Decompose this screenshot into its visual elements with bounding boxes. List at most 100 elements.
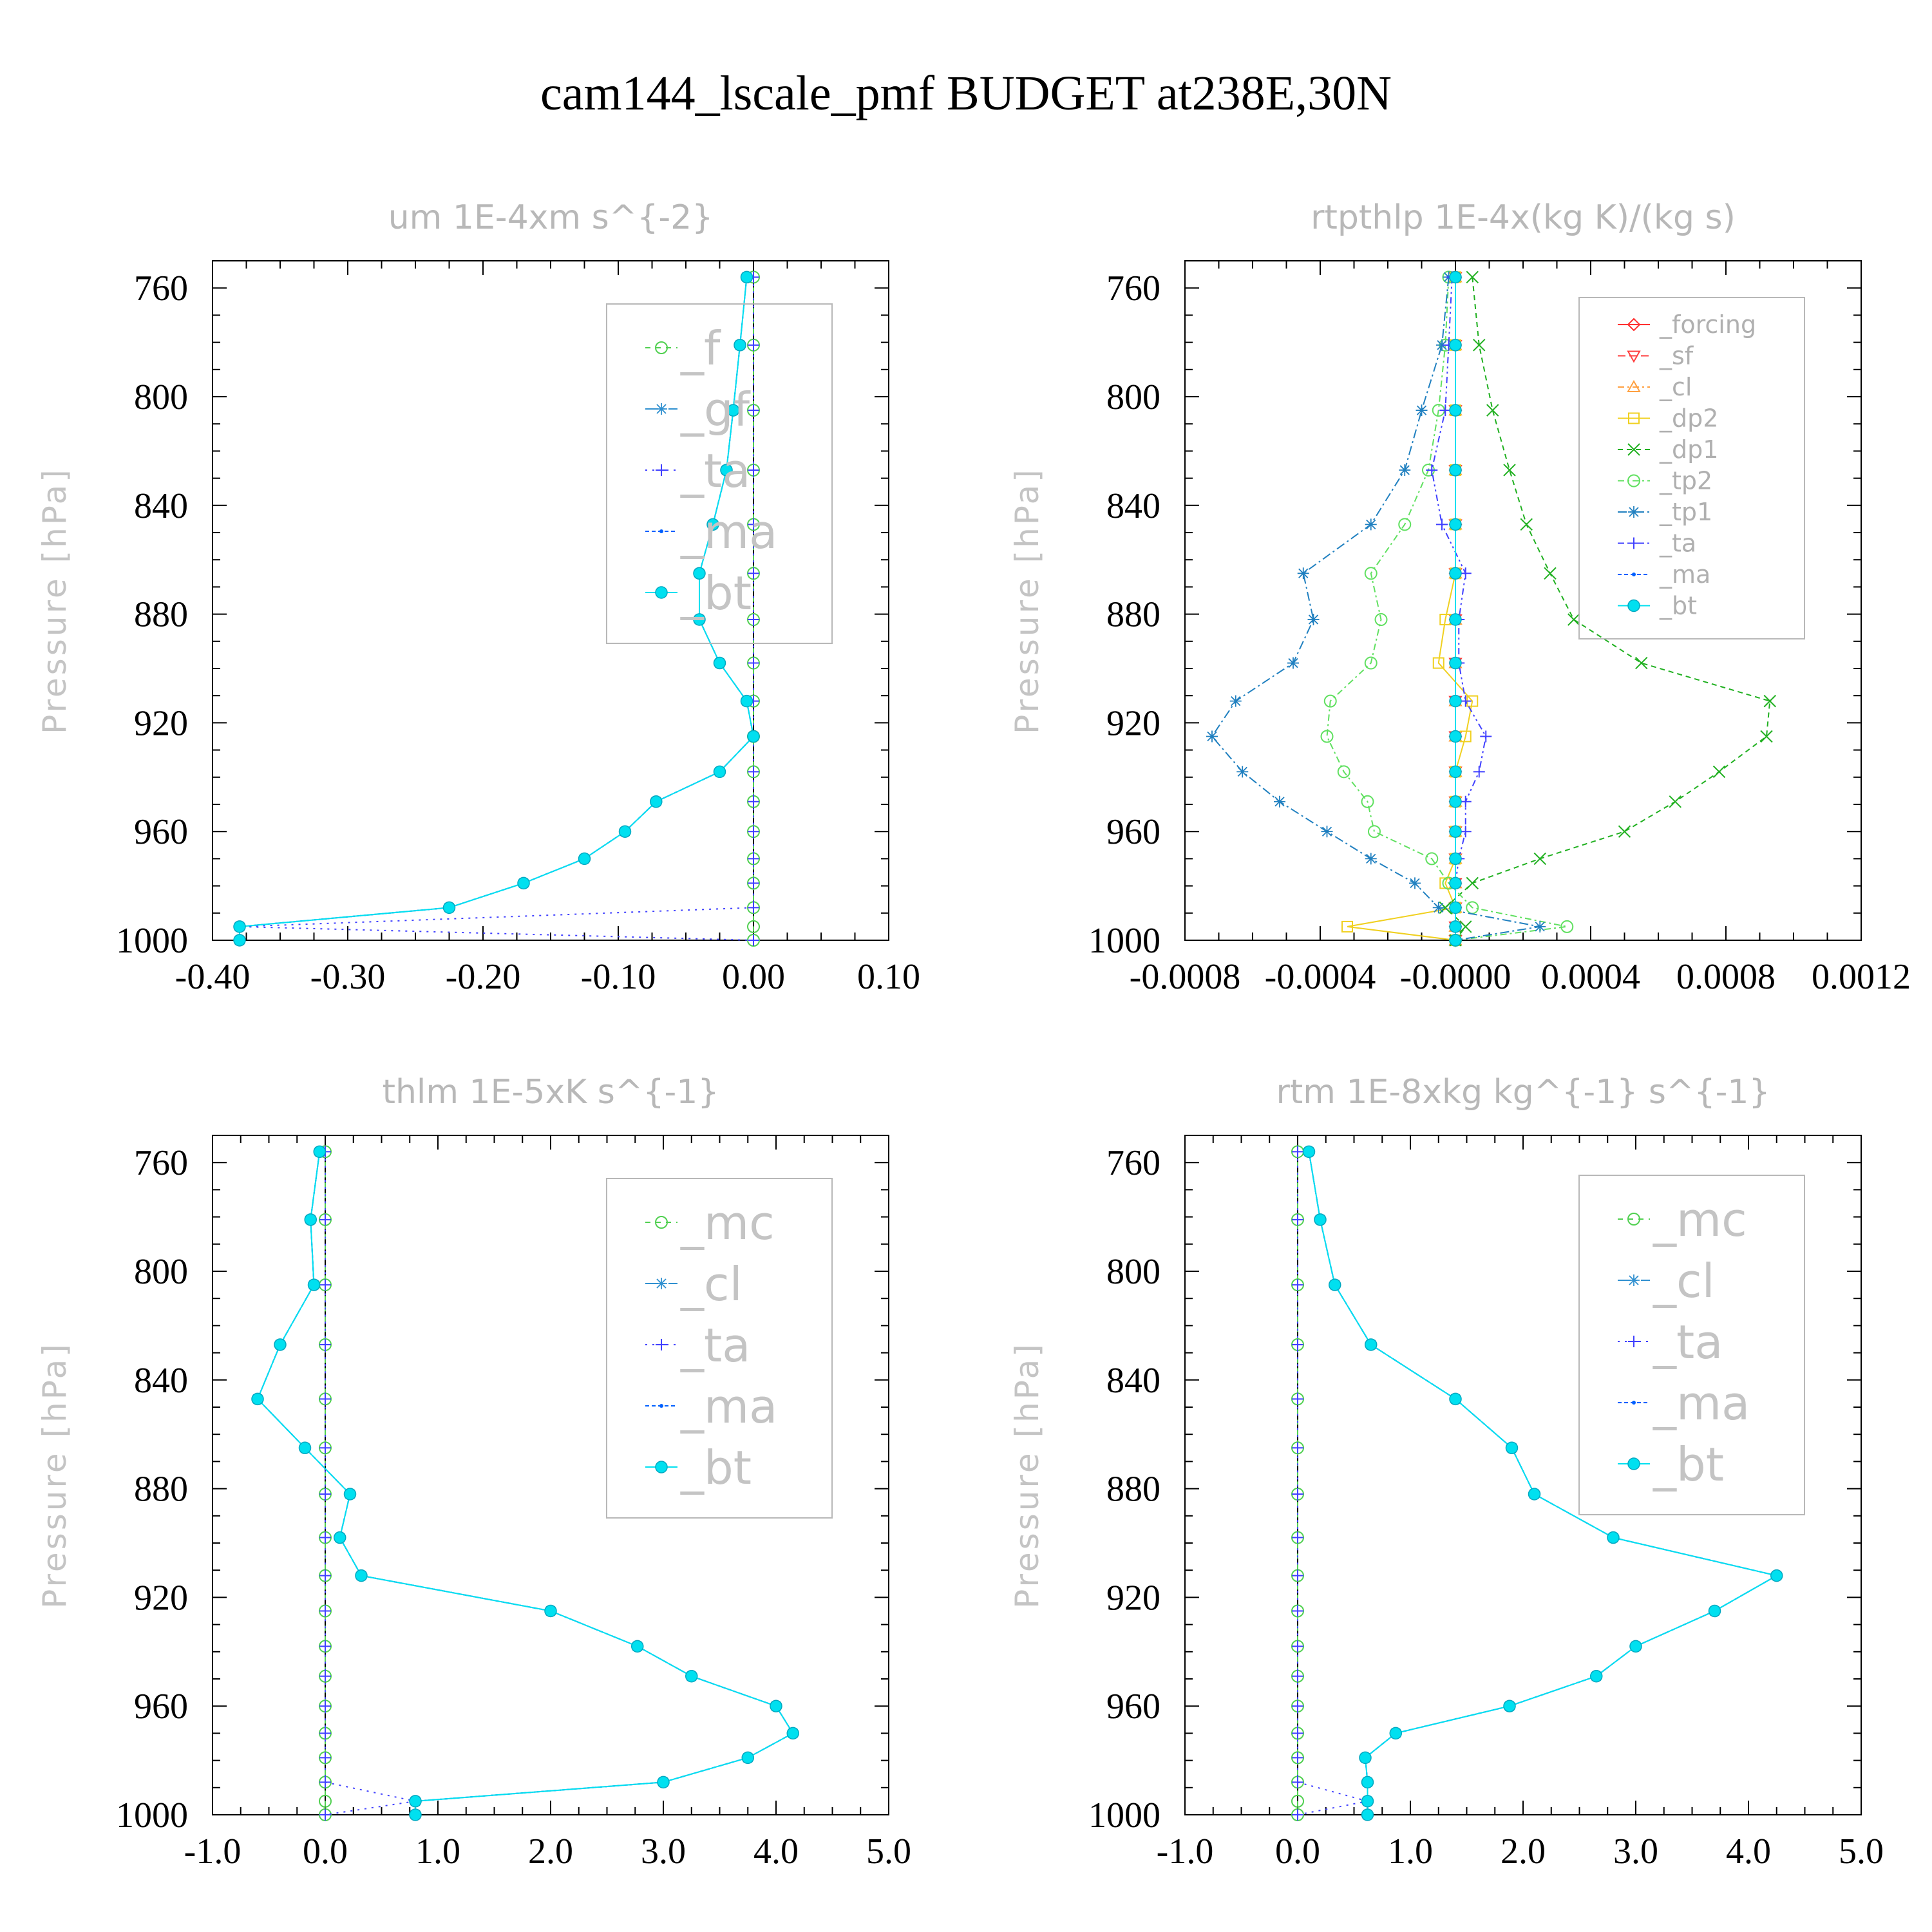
- legend-marker: [659, 529, 663, 533]
- data-point: [1297, 567, 1309, 580]
- data-point: [1449, 934, 1462, 947]
- data-point: [319, 1531, 331, 1544]
- data-point: [1505, 1441, 1519, 1455]
- series-bt: [1302, 1145, 1783, 1821]
- data-point: [1449, 464, 1462, 477]
- legend-label: _ma: [1653, 1376, 1750, 1430]
- data-point: [319, 1213, 331, 1226]
- legend-marker: [1632, 573, 1636, 576]
- data-point: [1329, 1278, 1341, 1291]
- data-point: [740, 270, 753, 284]
- data-point: [1292, 1442, 1303, 1454]
- x-tick-label: -0.30: [310, 957, 386, 997]
- x-tick-label: 2.0: [528, 1832, 573, 1871]
- data-point: [748, 657, 759, 669]
- data-point: [748, 404, 759, 417]
- data-point: [1361, 1795, 1374, 1808]
- data-point: [1292, 1393, 1303, 1405]
- legend-label: _bt: [1653, 1437, 1724, 1492]
- figure-title: cam144_lscale_pmf BUDGET at238E,30N: [540, 66, 1392, 120]
- data-point: [1337, 765, 1350, 779]
- data-point: [1287, 657, 1299, 669]
- data-point: [274, 1338, 287, 1351]
- legend-frame: [606, 303, 833, 644]
- data-point: [1449, 901, 1462, 914]
- data-point: [319, 1488, 331, 1501]
- data-point: [1449, 852, 1462, 866]
- data-point: [693, 613, 706, 626]
- y-axis-label: Pressure [hPa]: [36, 1341, 73, 1609]
- data-point: [319, 1279, 331, 1291]
- data-point: [1365, 853, 1377, 865]
- data-point: [319, 1605, 331, 1617]
- legend-marker: [655, 586, 668, 599]
- y-tick-label: 960: [1106, 812, 1160, 852]
- panel-title: rtm 1E-8xkg kg^{-1} s^{-1}: [1276, 1073, 1770, 1112]
- series-line: [1211, 277, 1540, 941]
- data-point: [1364, 567, 1378, 580]
- y-tick-label: 760: [134, 1143, 188, 1183]
- x-tick-label: 1.0: [1388, 1832, 1433, 1871]
- series-dp1: [1439, 270, 1776, 947]
- data-point: [685, 1670, 698, 1683]
- data-point: [1449, 876, 1462, 890]
- data-point: [1760, 730, 1773, 743]
- data-point: [1361, 795, 1374, 808]
- data-point: [1292, 1338, 1303, 1350]
- y-tick-label: 1000: [1088, 1795, 1160, 1835]
- x-tick-label: 3.0: [1613, 1832, 1658, 1871]
- data-point: [1416, 404, 1428, 417]
- data-point: [1635, 656, 1648, 670]
- data-point: [1292, 1605, 1303, 1617]
- data-point: [409, 1808, 422, 1821]
- series-bt: [251, 1145, 799, 1821]
- data-point: [1229, 695, 1242, 707]
- legend-label: _ta: [680, 444, 750, 498]
- data-point: [1473, 766, 1485, 778]
- data-point: [1770, 1569, 1783, 1582]
- x-tick-label: -0.10: [581, 957, 656, 997]
- legend-label: _ta: [1659, 529, 1696, 558]
- data-point: [1520, 518, 1533, 531]
- data-point: [748, 877, 759, 889]
- y-tick-label: 880: [1106, 1470, 1160, 1510]
- data-point: [319, 1794, 332, 1808]
- data-point: [1436, 518, 1448, 531]
- series-line: [1297, 1151, 1368, 1815]
- legend: _f _gf _ta _ma _bt: [606, 303, 833, 644]
- series-tp1: [1206, 271, 1546, 946]
- plot-frame: [1184, 260, 1862, 941]
- data-point: [747, 730, 760, 743]
- data-point: [748, 339, 759, 351]
- x-tick-label: 5.0: [1839, 1832, 1884, 1871]
- data-point: [1292, 1670, 1303, 1682]
- data-point: [631, 1640, 644, 1653]
- legend-marker: [1628, 506, 1640, 518]
- data-point: [319, 1569, 331, 1582]
- data-point: [1432, 902, 1444, 914]
- data-point: [1361, 1776, 1374, 1789]
- data-point: [770, 1700, 782, 1712]
- legend-label: _gf: [680, 383, 751, 437]
- data-point: [1426, 464, 1438, 476]
- legend-label: _ta: [680, 1318, 750, 1372]
- data-point: [1449, 656, 1462, 670]
- data-point: [748, 853, 759, 865]
- legend-label: _bt: [680, 566, 752, 620]
- panel-4: rtm 1E-8xkg kg^{-1} s^{-1} Pressure [hPa]…: [1009, 1073, 1884, 1871]
- legend-label: _bt: [680, 1441, 752, 1495]
- x-tick-label: 0.00: [722, 957, 785, 997]
- data-point: [1365, 1338, 1378, 1351]
- data-point: [1292, 1809, 1303, 1821]
- data-point: [319, 1776, 331, 1788]
- series-line: [1444, 277, 1771, 941]
- y-tick-label: 840: [1106, 1361, 1160, 1401]
- legend-label: _tp1: [1659, 498, 1712, 526]
- legend-marker: [1627, 1213, 1640, 1226]
- panel-title: thlm 1E-5xK s^{-1}: [383, 1073, 719, 1112]
- data-point: [1292, 1146, 1303, 1158]
- x-tick-label: -1.0: [184, 1832, 242, 1871]
- legend-label: _cl: [680, 1257, 743, 1311]
- legend-label: _ma: [680, 1379, 777, 1434]
- data-point: [1292, 1279, 1303, 1291]
